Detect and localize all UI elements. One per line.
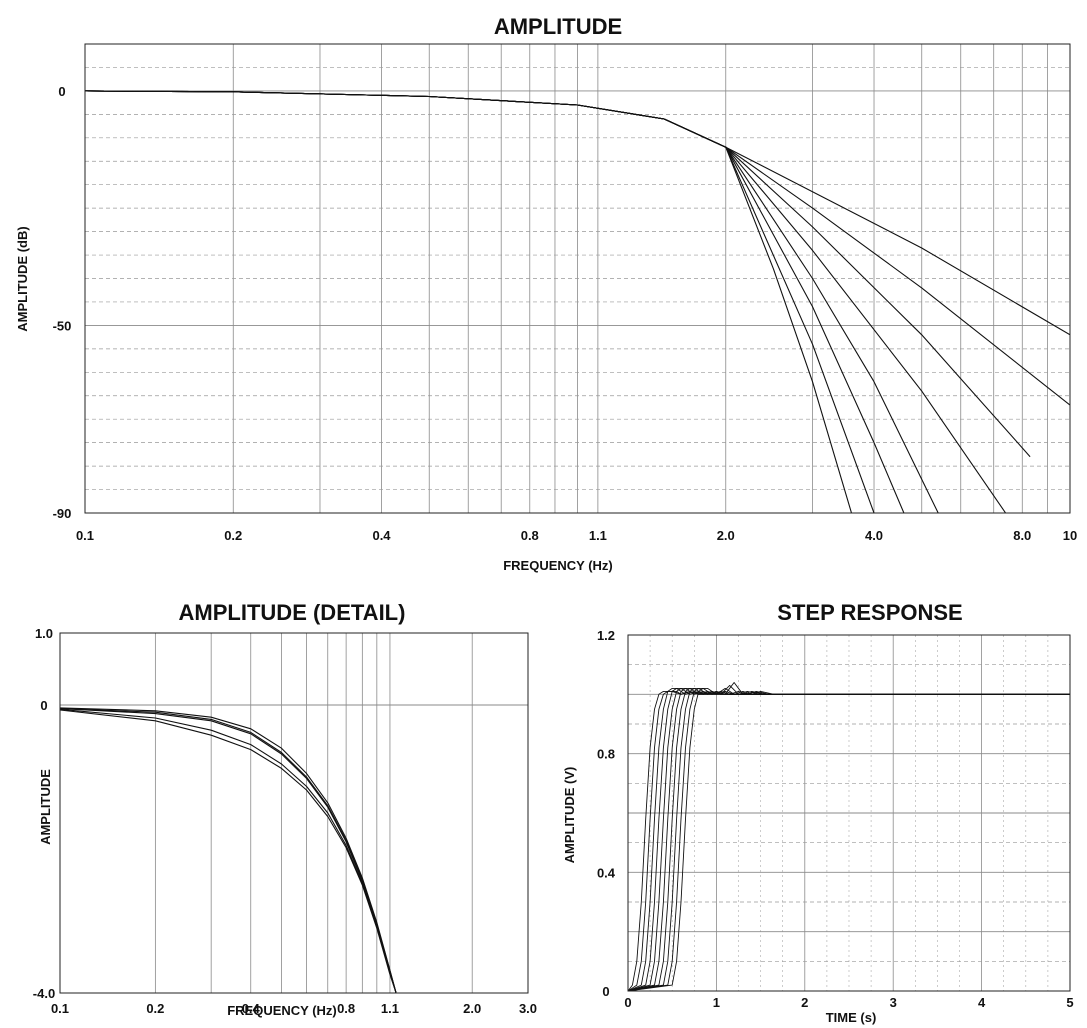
x-tick-label: 0.8	[337, 1001, 355, 1016]
x-tick-label: 0.1	[76, 528, 94, 543]
plot-frame	[59, 632, 529, 994]
y-axis-label: AMPLITUDE (dB)	[15, 226, 30, 331]
x-tick-label: 0	[624, 995, 631, 1010]
series-line	[85, 90, 1007, 513]
step-response-chart-svg: STEP RESPONSE 0 1 2 3 4 5 1.2 0.8 0.4 0 TIME (s)…	[562, 600, 1074, 1025]
x-tick-label: 0.4	[242, 1001, 261, 1016]
series-line	[60, 709, 397, 993]
x-tick-label: 8.0	[1013, 528, 1031, 543]
y-tick-label: -4.0	[33, 986, 55, 1001]
x-axis-label: TIME (s)	[826, 1010, 877, 1025]
x-axis-label: FREQUENCY (Hz)	[227, 1003, 337, 1018]
y-tick-labels: 1.2 0.8 0.4 0	[597, 628, 616, 999]
x-tick-label: 0.8	[521, 528, 539, 543]
y-tick-label: 0	[602, 984, 609, 999]
x-tick-label: 2.0	[463, 1001, 481, 1016]
amplitude-detail-chart-svg: AMPLITUDE (DETAIL) 0.1 0.2 0.4 0.8 1.1 2.0 3.0…	[33, 600, 537, 1018]
x-tick-labels: 0.1 0.2 0.4 0.8 1.1 2.0 3.0	[51, 1001, 537, 1016]
plot-frame	[84, 43, 1071, 514]
chart-title: AMPLITUDE (DETAIL)	[179, 600, 406, 625]
amplitude-chart: AMPLITUDE 0.1 0.2 0.4 0.8 1.1 2.0 4.0 8.0 10 0 -5…	[15, 14, 1077, 573]
series-line	[628, 687, 1070, 991]
x-tick-label: 5	[1066, 995, 1073, 1010]
chart-title: AMPLITUDE	[494, 14, 622, 39]
x-tick-label: 4.0	[865, 528, 883, 543]
series-line	[60, 708, 397, 993]
y-axis-label: AMPLITUDE (V)	[562, 767, 577, 864]
y-tick-label: 1.2	[597, 628, 615, 643]
x-tick-label: 3	[890, 995, 897, 1010]
x-tick-label: 2.0	[717, 528, 735, 543]
series-line	[60, 708, 397, 993]
x-tick-label: 3.0	[519, 1001, 537, 1016]
y-tick-labels: 0 -50 -90	[53, 84, 72, 521]
series-line	[85, 90, 1031, 458]
chart-title: STEP RESPONSE	[777, 600, 962, 625]
y-tick-label: 0	[40, 698, 47, 713]
grid	[60, 633, 529, 993]
series-line	[85, 90, 853, 513]
y-tick-label: 0	[58, 84, 65, 99]
x-tick-label: 0.2	[224, 528, 242, 543]
step-response-chart: STEP RESPONSE 0 1 2 3 4 5 1.2 0.8 0.4 0 TIME (s)…	[548, 580, 1087, 1028]
x-tick-label: 1.1	[589, 528, 607, 543]
x-tick-label: 1.1	[381, 1001, 399, 1016]
series-line	[60, 707, 397, 993]
x-axis-label: FREQUENCY (Hz)	[503, 558, 613, 573]
series-group	[628, 682, 1070, 991]
series-group	[60, 707, 397, 993]
x-tick-label: 2	[801, 995, 808, 1010]
y-tick-label: -50	[53, 318, 72, 333]
y-tick-labels: 1.0 0 -4.0	[33, 626, 55, 1001]
x-tick-label: 0.4	[372, 528, 391, 543]
x-tick-label: 4	[978, 995, 986, 1010]
series-group	[85, 90, 1070, 513]
y-axis-label: AMPLITUDE	[38, 769, 53, 845]
y-tick-label: 1.0	[35, 626, 53, 641]
amplitude-detail-chart: AMPLITUDE (DETAIL) 0.1 0.2 0.4 0.8 1.1 2.0 3.0…	[0, 580, 550, 1028]
x-tick-label: 0.1	[51, 1001, 69, 1016]
y-tick-label: 0.8	[597, 747, 615, 762]
x-tick-label: 0.2	[146, 1001, 164, 1016]
x-tick-labels: 0.1 0.2 0.4 0.8 1.1 2.0 4.0 8.0 10	[76, 528, 1077, 543]
x-tick-labels: 0 1 2 3 4 5	[624, 995, 1073, 1010]
y-tick-label: -90	[53, 506, 72, 521]
amplitude-chart-svg: AMPLITUDE 0.1 0.2 0.4 0.8 1.1 2.0 4.0 8.0 10 0 -5…	[15, 14, 1077, 573]
plot-frame	[627, 634, 1071, 992]
y-tick-label: 0.4	[597, 865, 616, 880]
x-tick-label: 10	[1063, 528, 1077, 543]
grid	[85, 44, 1070, 513]
series-line	[60, 708, 397, 993]
x-tick-label: 1	[713, 995, 720, 1010]
